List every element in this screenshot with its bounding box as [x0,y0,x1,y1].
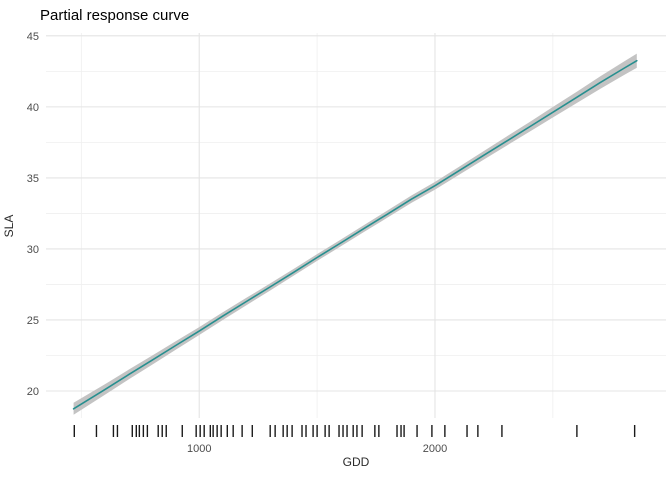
y-tick-label: 30 [27,244,39,256]
x-axis-label: GDD [343,455,370,469]
y-tick-label: 35 [27,173,39,185]
x-axis-tick-labels: 1000 2000 [187,443,447,455]
y-tick-label: 20 [27,386,39,398]
y-tick-label: 25 [27,315,39,327]
rug-marks [73,425,636,437]
y-axis-tick-labels: 20 25 30 35 40 45 [27,31,39,398]
y-tick-label: 45 [27,31,39,43]
y-axis-label: SLA [2,215,16,238]
y-tick-label: 40 [27,102,39,114]
response-line [72,59,638,410]
gridlines-minor [46,33,666,418]
gridlines-major [46,33,666,418]
x-tick-label: 2000 [423,443,447,455]
plot-title: Partial response curve [40,7,189,24]
x-tick-label: 1000 [187,443,211,455]
